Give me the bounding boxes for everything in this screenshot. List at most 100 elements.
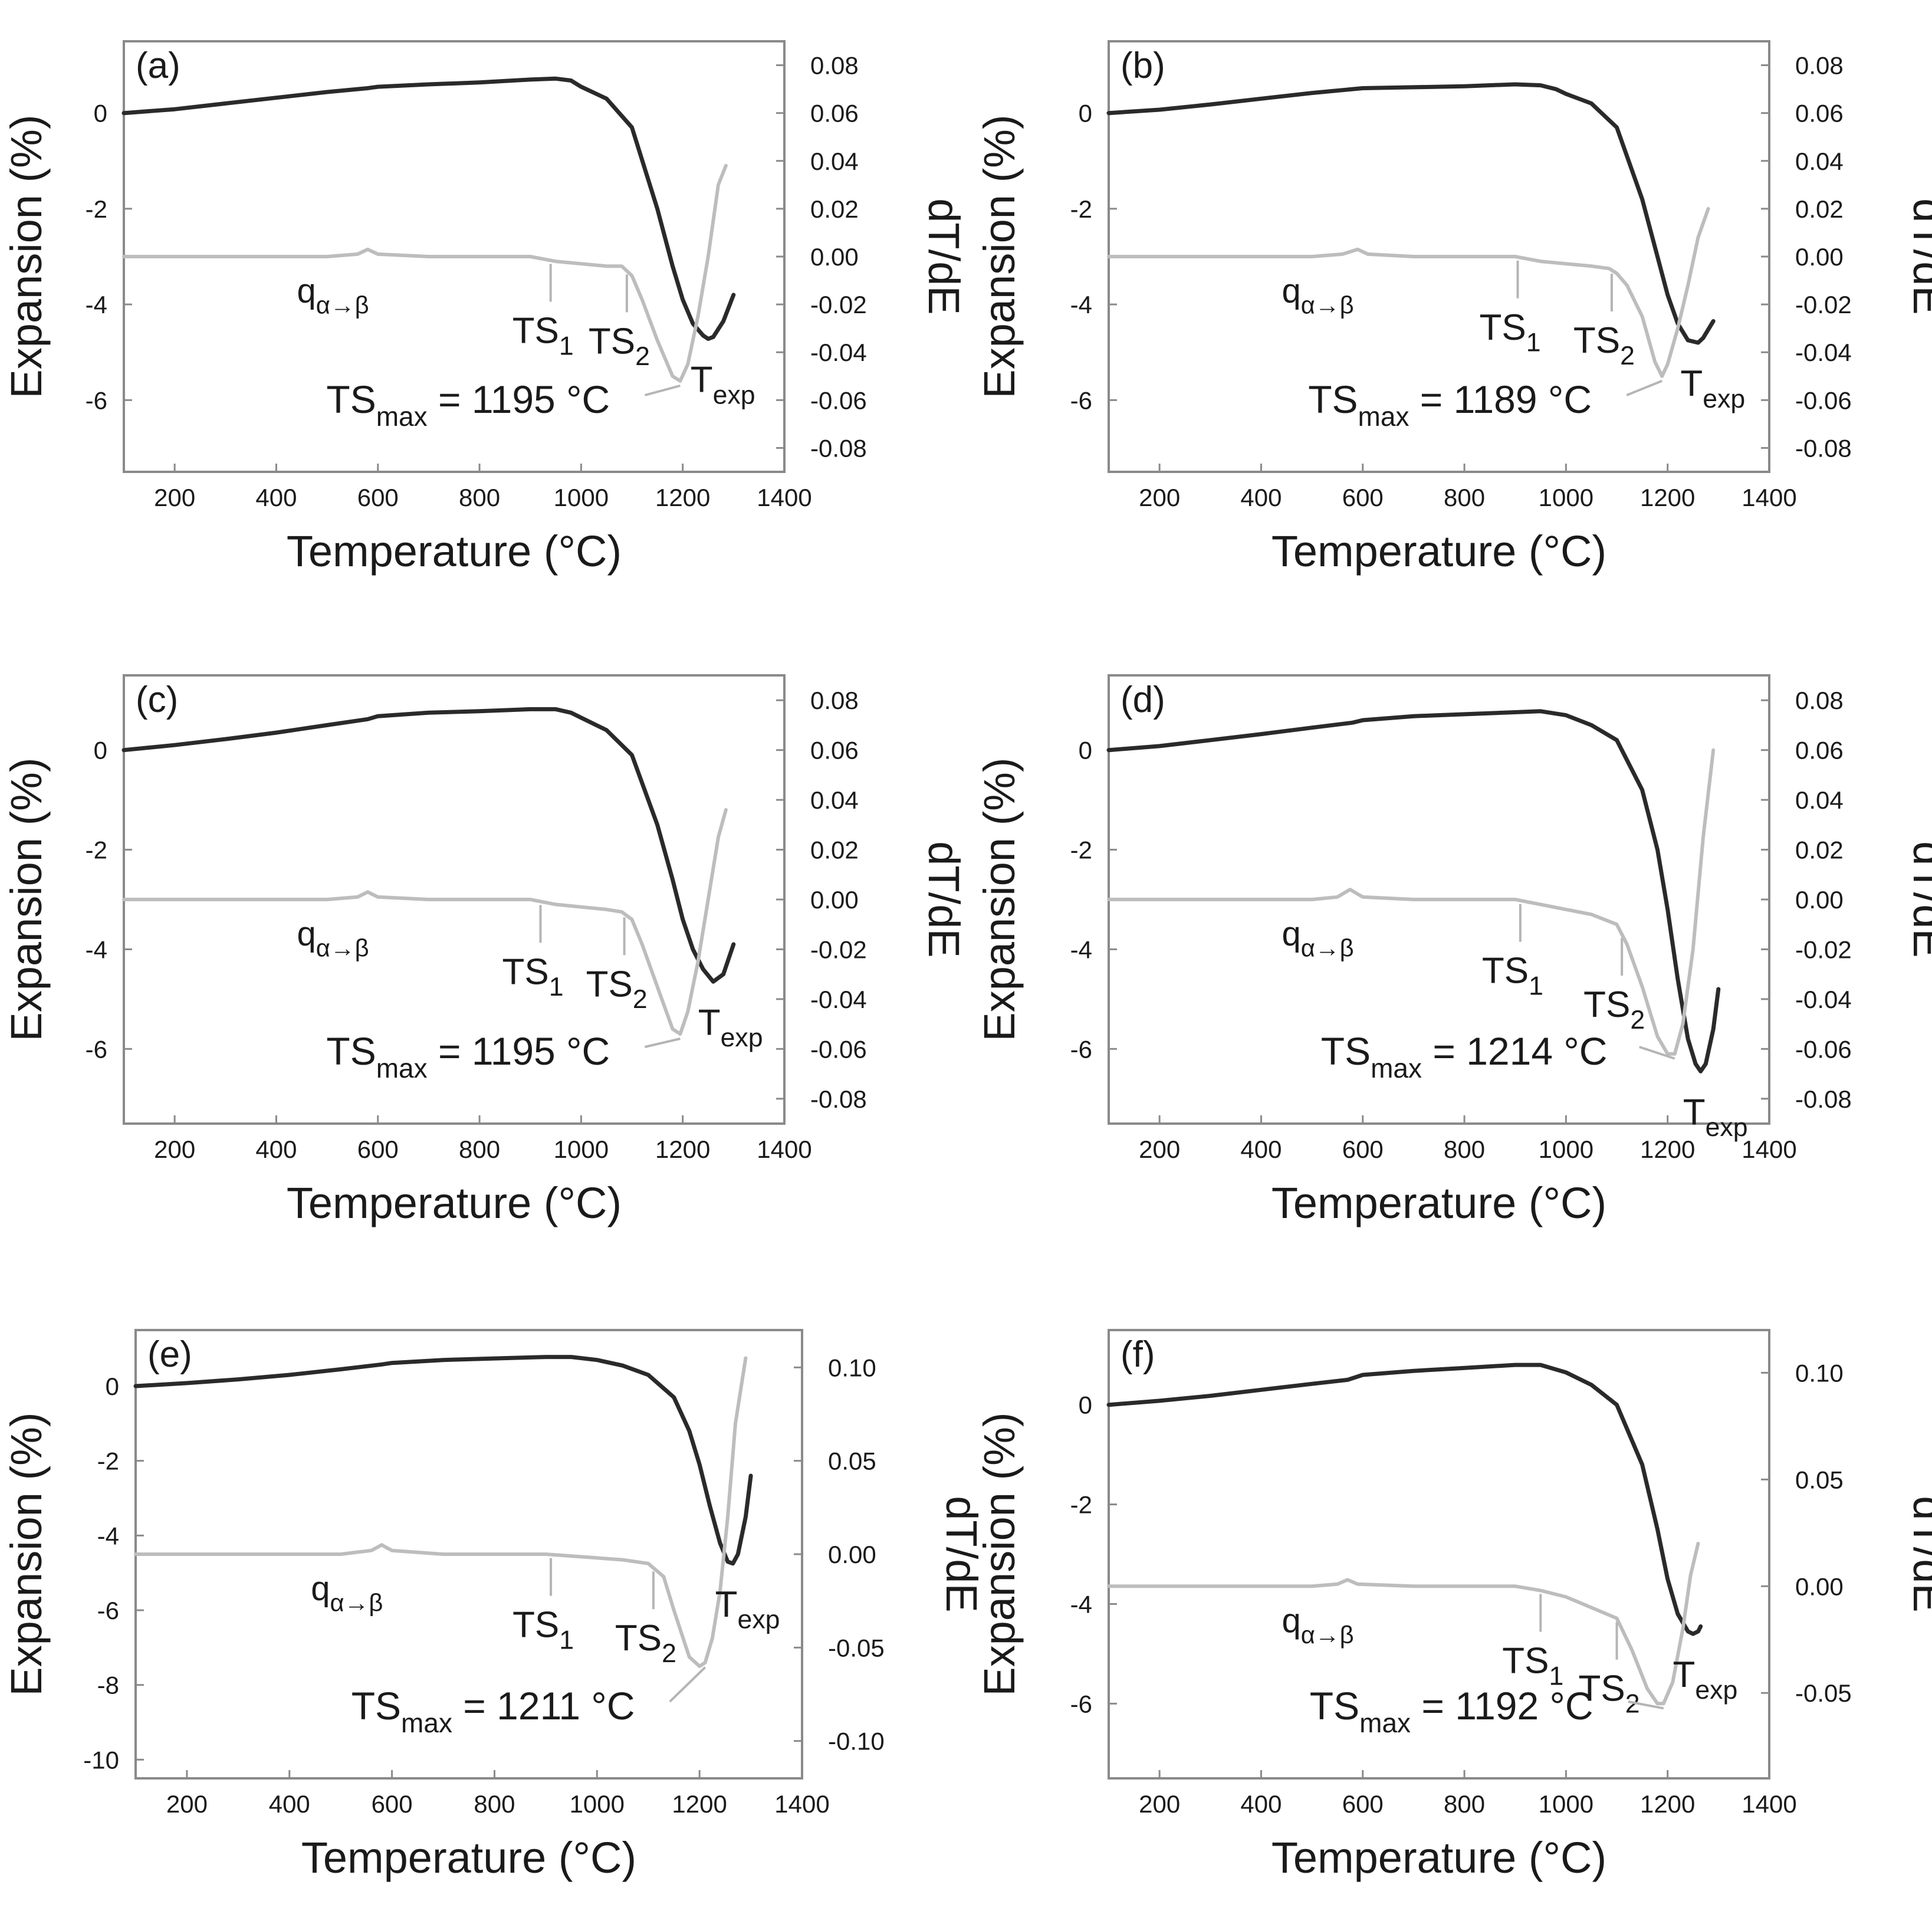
ts2-label: TS2	[615, 1618, 676, 1668]
x-tick-label: 800	[1444, 1135, 1485, 1163]
tsmax-leader-line	[669, 1666, 707, 1703]
dtde-series-line	[134, 1356, 748, 1668]
texp-label: Texp	[715, 1584, 780, 1634]
y-axis-title-left: Expansion (%)	[2, 1412, 51, 1696]
y-axis-title-right: dT/dE	[1904, 198, 1932, 314]
x-tick-label: 400	[255, 484, 297, 511]
ts2-label: TS2	[586, 964, 648, 1014]
y-tick-label-right: -0.04	[1795, 339, 1852, 366]
y-tick-label-right: -0.06	[1795, 1035, 1852, 1063]
x-tick-label: 600	[1342, 1790, 1384, 1818]
y-tick-label-left: -4	[86, 935, 107, 963]
x-tick-label: 800	[1444, 1790, 1485, 1818]
ts2-label: TS2	[1583, 984, 1645, 1035]
y-tick-label-right: 0.10	[1795, 1359, 1844, 1387]
y-tick-label-right: -0.06	[810, 1035, 867, 1063]
y-tick-label-left: -8	[97, 1672, 119, 1699]
dtde-series-line	[1107, 1541, 1700, 1706]
x-tick-label: 400	[269, 1790, 310, 1818]
x-tick-label: 1000	[554, 484, 609, 511]
tsmax-leader-line	[1628, 1700, 1664, 1710]
y-tick-label-right: 0.04	[810, 786, 859, 814]
y-tick-label-right: -0.08	[810, 1085, 867, 1113]
x-tick-label: 200	[1139, 484, 1180, 511]
x-tick-label: 800	[459, 1135, 500, 1163]
x-tick-label: 200	[154, 484, 195, 511]
y-tick-label-left: -4	[1070, 935, 1092, 963]
x-tick-label: 1200	[1640, 1135, 1695, 1163]
y-tick-label-left: 0	[1079, 737, 1092, 764]
tsmax-label: TSmax = 1195 °C	[326, 1029, 610, 1084]
q-alpha-beta-label: qα→β	[1282, 1601, 1354, 1649]
tsmax-label: TSmax = 1189 °C	[1308, 377, 1592, 432]
x-tick-label: 800	[474, 1790, 515, 1818]
tsmax-label: TSmax = 1211 °C	[351, 1684, 635, 1738]
x-tick-label: 1200	[1640, 484, 1695, 511]
y-tick-label-left: -2	[1070, 836, 1092, 864]
tsmax-leader-line	[1639, 1046, 1675, 1060]
tsmax-leader-line	[1626, 379, 1662, 396]
expansion-series-line	[121, 76, 736, 341]
x-tick-label: 1000	[1539, 484, 1593, 511]
expansion-series-line	[133, 1355, 753, 1566]
tsmax-label: TSmax = 1195 °C	[326, 377, 610, 432]
y-axis-title-right: dT/dE	[919, 841, 968, 957]
y-tick-label-right: 0.08	[1795, 687, 1844, 714]
x-axis-title: Temperature (°C)	[1271, 1833, 1606, 1882]
dtde-series-line	[1107, 206, 1710, 378]
y-tick-label-left: -2	[86, 836, 107, 864]
texp-label: Texp	[1673, 1654, 1737, 1705]
tsmax-leader-line	[644, 1038, 681, 1048]
y-tick-label-left: -6	[97, 1597, 119, 1624]
y-tick-label-right: 0.04	[1795, 786, 1844, 814]
x-tick-label: 600	[357, 484, 399, 511]
y-tick-label-left: 0	[94, 100, 107, 127]
panel-label: (f)	[1121, 1334, 1155, 1375]
x-tick-label: 1000	[1539, 1135, 1593, 1163]
ts1-label: TS1	[1482, 951, 1543, 1001]
y-axis-title-left: Expansion (%)	[975, 757, 1024, 1041]
y-tick-label-right: -0.04	[1795, 986, 1852, 1013]
y-tick-label-right: 0.00	[810, 886, 859, 914]
chart-panel: 200 400 600 800 1000 1200 1400 0 -2 -4 -6 -8 -10 0.10…	[2, 1329, 986, 1882]
ts1-label: TS1	[512, 1605, 574, 1655]
y-tick-label-right: 0.08	[810, 52, 859, 80]
x-tick-label: 400	[1240, 1790, 1282, 1818]
x-tick-label: 800	[459, 484, 500, 511]
x-tick-label: 1400	[757, 484, 811, 511]
y-tick-label-left: -6	[86, 1035, 107, 1063]
q-alpha-beta-label: qα→β	[297, 915, 369, 962]
q-alpha-beta-label: qα→β	[297, 272, 369, 319]
x-tick-label: 400	[255, 1135, 297, 1163]
x-tick-label: 1400	[774, 1790, 829, 1818]
y-tick-label-right: 0.00	[810, 243, 859, 271]
y-tick-label-right: -0.02	[810, 935, 867, 963]
x-tick-label: 1200	[655, 484, 710, 511]
x-tick-label: 200	[1139, 1790, 1180, 1818]
texp-label: Texp	[1683, 1092, 1748, 1142]
y-tick-label-right: 0.05	[828, 1447, 876, 1475]
y-tick-label-right: -0.02	[1795, 291, 1852, 319]
x-axis-title: Temperature (°C)	[1271, 527, 1606, 576]
y-tick-label-right: -0.06	[1795, 386, 1852, 414]
y-tick-label-right: -0.08	[1795, 1085, 1852, 1113]
x-tick-label: 1000	[1539, 1790, 1593, 1818]
texp-label: Texp	[691, 360, 755, 410]
y-tick-label-right: 0.08	[810, 687, 859, 714]
y-tick-label-left: 0	[94, 737, 107, 764]
y-tick-label-left: -2	[1070, 1491, 1092, 1519]
x-tick-label: 1400	[1742, 1135, 1796, 1163]
y-tick-label-right: 0.00	[1795, 1572, 1844, 1600]
x-axis-title: Temperature (°C)	[287, 1178, 622, 1227]
x-tick-label: 600	[1342, 1135, 1384, 1163]
x-axis-title: Temperature (°C)	[1271, 1178, 1606, 1227]
y-tick-label-right: 0.06	[810, 737, 859, 764]
x-tick-label: 1200	[672, 1790, 727, 1818]
ts1-label: TS1	[1502, 1641, 1563, 1691]
x-tick-label: 1400	[1742, 484, 1796, 511]
y-tick-label-right: 0.06	[1795, 737, 1844, 764]
y-tick-label-right: 0.00	[828, 1541, 876, 1568]
expansion-series-line	[1106, 1363, 1703, 1636]
y-tick-label-right: -0.08	[1795, 434, 1852, 462]
panel-label: (e)	[147, 1334, 192, 1375]
